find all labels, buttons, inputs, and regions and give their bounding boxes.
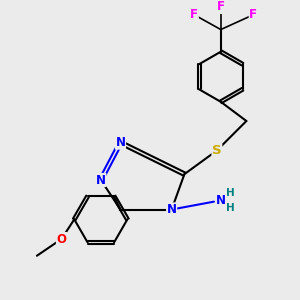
Text: N: N (167, 203, 177, 216)
Text: H: H (226, 188, 235, 198)
Text: N: N (96, 173, 106, 187)
Text: H: H (226, 202, 235, 213)
Text: S: S (212, 144, 222, 157)
Text: F: F (249, 8, 257, 21)
Text: F: F (190, 8, 198, 21)
Text: F: F (217, 0, 225, 14)
Text: O: O (56, 232, 67, 245)
Text: N: N (116, 136, 125, 149)
Text: N: N (216, 194, 226, 207)
